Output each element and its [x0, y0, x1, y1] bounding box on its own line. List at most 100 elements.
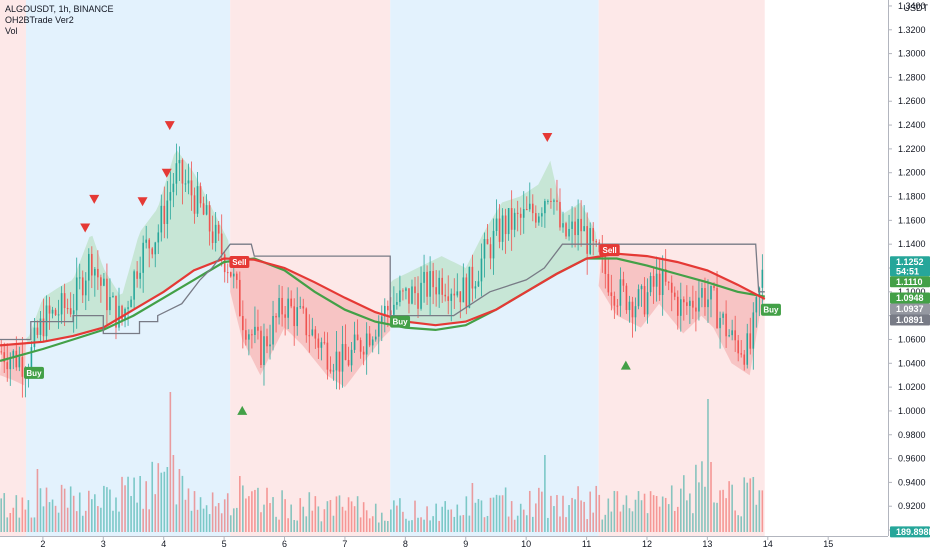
volume-bar — [81, 515, 84, 532]
candle-body — [713, 285, 715, 288]
volume-bar — [84, 510, 87, 532]
volume-bar — [516, 515, 519, 532]
volume-bar — [142, 508, 144, 532]
signal-label-text: Buy — [392, 318, 408, 327]
candle-body — [450, 293, 453, 301]
candle-body — [562, 223, 564, 228]
candle-body — [226, 272, 229, 274]
regime-buy-3 — [390, 0, 599, 536]
candle-body — [673, 292, 676, 297]
volume-bar — [643, 493, 646, 532]
volume-bar — [538, 487, 540, 532]
indicator-title[interactable]: OH2BTrade Ver2 — [5, 15, 74, 25]
volume-bar — [220, 513, 223, 532]
volume-bar — [622, 504, 625, 532]
candle-body — [254, 326, 256, 335]
volume-bar — [33, 517, 36, 532]
volume-bar — [408, 520, 410, 532]
candle-body — [350, 349, 353, 366]
candle-body — [169, 192, 172, 201]
volume-bar — [332, 515, 335, 532]
volume-bar — [619, 511, 622, 532]
price-tick-label: 1.0600 — [898, 334, 926, 344]
candle-body — [344, 344, 347, 360]
candle-body — [299, 306, 302, 308]
volume-bar — [160, 472, 163, 532]
candle-body — [208, 205, 211, 232]
volume-bar — [75, 511, 78, 532]
price-tick-label: 1.2000 — [898, 168, 926, 178]
candle-body — [761, 269, 764, 288]
volume-bar — [396, 505, 398, 532]
candle-body — [106, 278, 108, 311]
volume-bar — [254, 489, 256, 532]
volume-bar — [169, 392, 172, 532]
symbol-title[interactable]: ALGOUSDT, 1h, BINANCE — [5, 4, 114, 14]
price-tag: 1.0891 — [890, 314, 930, 326]
price-tag-value: 1.0937 — [896, 304, 924, 314]
volume-bar — [429, 520, 431, 532]
volume-bar — [133, 477, 135, 532]
volume-bar — [211, 492, 214, 532]
candle-body — [139, 272, 141, 279]
volume-bar — [251, 491, 253, 532]
candle-body — [535, 213, 537, 223]
candle-body — [580, 218, 582, 232]
volume-bar — [480, 500, 483, 532]
candle-body — [722, 313, 724, 318]
volume-bar — [317, 506, 320, 532]
volume-bar — [72, 495, 75, 532]
candle-body — [72, 310, 75, 315]
candle-body — [287, 298, 289, 318]
candle-body — [121, 305, 123, 320]
candle-body — [528, 203, 531, 210]
candle-body — [462, 277, 465, 303]
candle-body — [628, 301, 631, 311]
signal-label-text: Buy — [763, 306, 779, 315]
volume-bar — [166, 467, 169, 532]
price-tick-label: 1.2800 — [898, 72, 926, 82]
volume-bar — [571, 497, 573, 532]
candle-body — [565, 223, 567, 237]
volume-bar — [695, 464, 697, 532]
signals: Buy Sell Buy Sell Buy — [23, 121, 781, 415]
candle-body — [583, 226, 585, 232]
volume-title[interactable]: Vol — [5, 26, 18, 36]
down-arrow-icon — [89, 194, 100, 204]
candle-body — [66, 308, 69, 310]
volume-bar — [423, 519, 425, 532]
candle-body — [181, 159, 184, 184]
volume-bar — [308, 492, 311, 532]
volume-bar — [616, 491, 619, 532]
volume-bar — [631, 511, 634, 532]
volume-bar — [589, 491, 591, 532]
volume-bar — [12, 507, 15, 532]
signal-label-text: Sell — [603, 246, 617, 255]
volume-bar — [465, 496, 468, 532]
price-tag: 1.0937 — [890, 303, 930, 315]
volume-bar — [356, 496, 359, 532]
volume-bar — [758, 490, 761, 532]
volume-bar — [513, 519, 516, 532]
candle-body — [459, 291, 462, 303]
volume-bar — [66, 507, 69, 532]
volume-bar — [151, 461, 154, 532]
volume-bar — [193, 491, 196, 532]
candle-body — [456, 291, 459, 296]
candle-body — [408, 288, 410, 304]
volume-bar — [21, 497, 24, 532]
candle-body — [758, 287, 761, 298]
price-tag-value: 189.898K — [896, 527, 932, 537]
candle-body — [513, 212, 516, 230]
volume-bar — [239, 476, 241, 532]
volume-bar — [746, 482, 749, 532]
candle-body — [242, 316, 244, 331]
volume-bar — [338, 495, 341, 532]
volume-bar — [18, 517, 21, 532]
candle-body — [151, 248, 154, 255]
volume-bar — [335, 496, 338, 532]
candle-body — [12, 350, 15, 359]
volume-bar — [127, 476, 129, 532]
volume-bar — [157, 463, 160, 532]
